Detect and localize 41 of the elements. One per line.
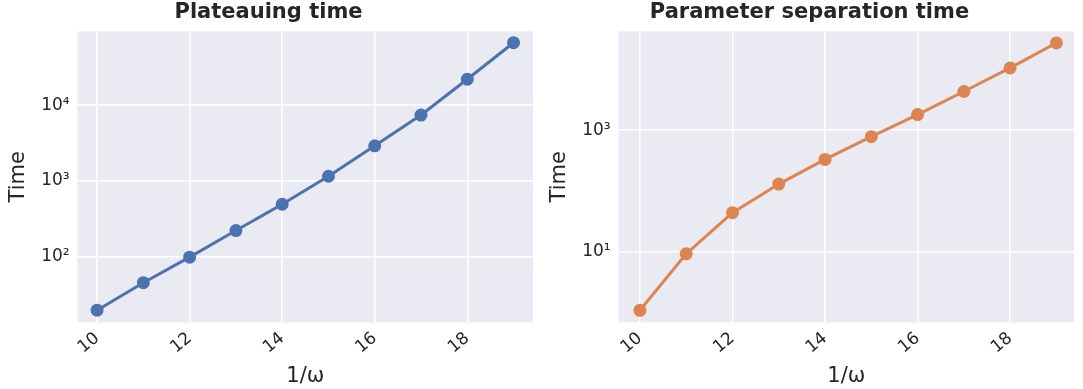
- x-tick-label: 10: [73, 327, 103, 357]
- point: [679, 247, 693, 261]
- point: [414, 108, 428, 122]
- point: [818, 152, 832, 166]
- point: [460, 72, 474, 86]
- x-tick-label: 16: [893, 327, 923, 357]
- point: [507, 36, 521, 50]
- x-tick-label: 10: [615, 327, 646, 357]
- chart-title: Parameter separation time: [649, 0, 970, 24]
- y-axis-title: Time: [5, 151, 30, 204]
- y-tick-label: 10³: [582, 118, 611, 139]
- x-tick-label: 12: [708, 327, 738, 357]
- point: [1003, 61, 1017, 75]
- point: [864, 130, 878, 144]
- x-tick-label: 18: [443, 327, 473, 357]
- point: [633, 303, 647, 317]
- x-axis-title: 1/ω: [827, 362, 866, 387]
- point: [772, 177, 786, 191]
- y-tick-label: 10³: [41, 169, 70, 190]
- x-tick-label: 18: [986, 327, 1016, 357]
- y-tick-label: 10²: [41, 244, 70, 265]
- point: [725, 206, 739, 220]
- point: [183, 250, 197, 264]
- point: [368, 139, 382, 153]
- x-tick-label: 14: [258, 327, 288, 357]
- x-tick-label: 12: [165, 327, 196, 357]
- point: [229, 224, 243, 238]
- x-tick-label: 14: [801, 327, 831, 357]
- point: [1049, 36, 1063, 50]
- y-axis-title: Time: [546, 151, 571, 204]
- point: [275, 197, 289, 211]
- point: [911, 108, 925, 122]
- x-axis-title: 1/ω: [286, 362, 325, 387]
- point: [957, 84, 971, 98]
- y-tick-label: 10¹: [582, 240, 611, 261]
- y-tick-label: 10⁴: [41, 93, 70, 114]
- point: [90, 303, 104, 317]
- chart-title: Plateauing time: [174, 0, 363, 24]
- x-tick-label: 16: [350, 327, 381, 357]
- point: [321, 169, 335, 183]
- point: [136, 276, 150, 290]
